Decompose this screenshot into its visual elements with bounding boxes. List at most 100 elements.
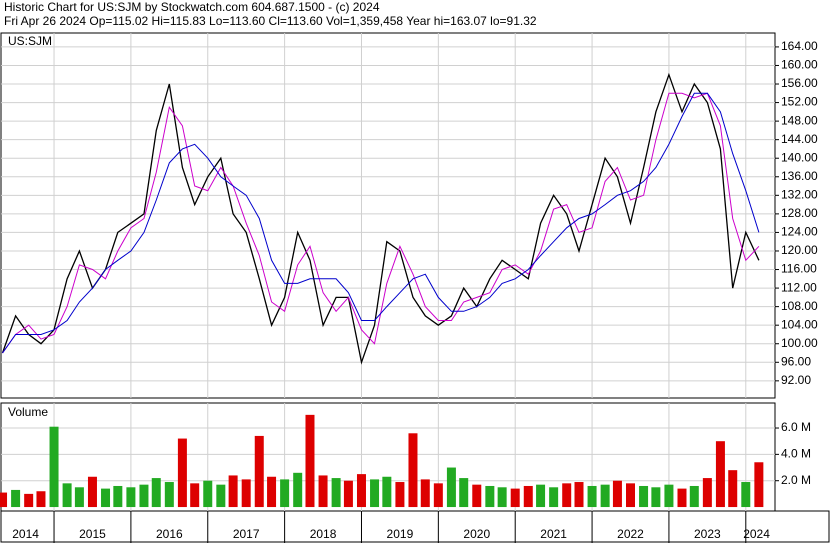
- y-tick-label: 148.00: [781, 113, 818, 127]
- volume-bar: [343, 480, 353, 508]
- volume-bar: [151, 478, 161, 508]
- x-tick-label: 2021: [540, 527, 567, 541]
- volume-bar: [600, 484, 610, 508]
- y-tick-label: 4.0 M: [781, 447, 811, 461]
- volume-bar: [74, 487, 84, 508]
- volume-bar: [728, 470, 738, 508]
- year-row: [0, 510, 830, 543]
- volume-bar: [126, 487, 136, 508]
- x-tick-label: 2022: [617, 527, 644, 541]
- y-tick-label: 92.00: [781, 373, 811, 387]
- volume-bar: [203, 480, 213, 508]
- volume-bar: [382, 476, 392, 508]
- y-tick-label: 2.0 M: [781, 473, 811, 487]
- volume-title: Volume: [8, 405, 48, 419]
- volume-bar: [639, 485, 649, 508]
- y-tick-label: 108.00: [781, 299, 818, 313]
- y-tick-label: 124.00: [781, 225, 818, 239]
- volume-bar: [408, 433, 418, 508]
- volume-bar: [305, 414, 315, 508]
- volume-bar: [62, 483, 72, 508]
- y-tick-label: 132.00: [781, 187, 818, 201]
- volume-bar: [267, 476, 277, 508]
- volume-bar: [754, 462, 764, 508]
- volume-bar: [0, 492, 8, 508]
- volume-bar: [497, 487, 507, 508]
- volume-bar: [241, 479, 251, 508]
- volume-bar: [664, 484, 674, 508]
- volume-bar: [472, 484, 482, 508]
- y-tick-label: 116.00: [781, 262, 817, 276]
- volume-bar: [574, 482, 584, 508]
- volume-bar: [228, 475, 238, 508]
- y-tick-label: 152.00: [781, 95, 818, 109]
- chart-title: Historic Chart for US:SJM by Stockwatch.…: [4, 0, 380, 14]
- volume-bar: [651, 487, 661, 508]
- volume-bar: [625, 483, 635, 508]
- symbol-label: US:SJM: [8, 34, 52, 48]
- volume-bar: [612, 480, 622, 508]
- volume-bar: [87, 476, 97, 508]
- volume-bar: [677, 488, 687, 508]
- volume-bar: [433, 483, 443, 508]
- volume-bar: [395, 482, 405, 508]
- volume-bar: [190, 483, 200, 508]
- y-tick-label: 144.00: [781, 132, 818, 146]
- x-tick-label: 2023: [694, 527, 721, 541]
- volume-bar: [523, 485, 533, 508]
- volume-bar: [139, 484, 149, 508]
- chart-subtitle: Fri Apr 26 2024 Op=115.02 Hi=115.83 Lo=1…: [4, 14, 537, 28]
- volume-bar: [164, 482, 174, 508]
- price-line: [1, 72, 760, 365]
- y-tick-label: 6.0 M: [781, 420, 811, 434]
- y-tick-label: 128.00: [781, 206, 818, 220]
- volume-bar: [536, 484, 546, 508]
- price-panel: [0, 32, 776, 399]
- volume-bar: [702, 478, 712, 508]
- x-tick-label: 2018: [310, 527, 337, 541]
- volume-bar: [549, 487, 559, 508]
- volume-bar: [293, 472, 303, 508]
- volume-bar: [11, 489, 21, 508]
- price-line: [2, 92, 760, 354]
- x-tick-label: 2020: [463, 527, 490, 541]
- volume-bar: [689, 485, 699, 508]
- volume-bar: [587, 485, 597, 508]
- y-tick-label: 120.00: [781, 243, 818, 257]
- volume-bar: [331, 478, 341, 508]
- y-tick-label: 104.00: [781, 317, 818, 331]
- volume-bar: [24, 493, 34, 508]
- volume-bar: [562, 483, 572, 508]
- y-tick-label: 136.00: [781, 169, 818, 183]
- x-tick-label: 2014: [12, 527, 39, 541]
- volume-bar: [370, 479, 380, 508]
- volume-bar: [356, 474, 366, 508]
- volume-bar: [49, 426, 59, 508]
- x-tick-label: 2015: [79, 527, 106, 541]
- x-tick-label: 2016: [156, 527, 183, 541]
- volume-bar: [36, 491, 46, 508]
- volume-bar: [280, 479, 290, 508]
- volume-bar: [715, 441, 725, 508]
- y-tick-label: 100.00: [781, 336, 818, 350]
- volume-bar: [420, 479, 430, 508]
- y-tick-label: 160.00: [781, 58, 818, 72]
- volume-bar: [459, 478, 469, 508]
- volume-bar: [101, 488, 111, 508]
- volume-bar: [741, 482, 751, 508]
- x-tick-label: 2017: [233, 527, 260, 541]
- y-tick-label: 96.00: [781, 354, 811, 368]
- y-tick-label: 156.00: [781, 76, 818, 90]
- volume-bar: [318, 475, 328, 508]
- volume-bar: [510, 488, 520, 508]
- x-tick-label: 2019: [387, 527, 414, 541]
- y-tick-label: 112.00: [781, 280, 817, 294]
- volume-bar: [177, 438, 187, 508]
- volume-bar: [485, 485, 495, 508]
- volume-bar: [113, 485, 123, 508]
- y-tick-label: 164.00: [781, 39, 818, 53]
- x-tick-label: 2024: [743, 527, 770, 541]
- volume-bar: [446, 467, 456, 508]
- volume-bar: [216, 484, 226, 508]
